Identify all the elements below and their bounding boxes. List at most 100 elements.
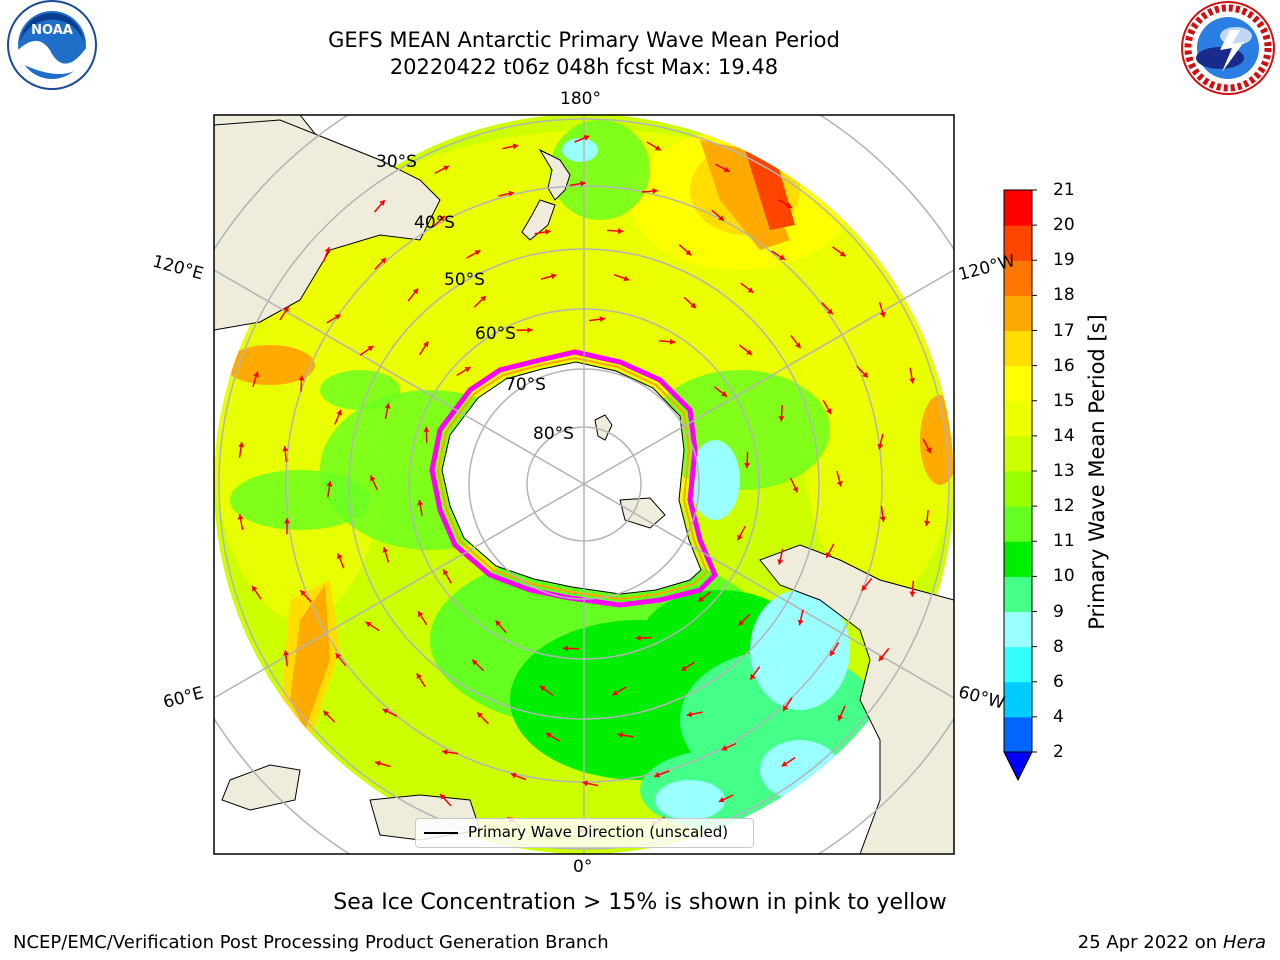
wave-arrow-head	[477, 712, 483, 718]
wave-arrow-head	[879, 311, 886, 318]
wave-arrow-head	[795, 342, 801, 349]
footer-branch: NCEP/EMC/Verification Post Processing Pr…	[13, 932, 609, 953]
wave-arrow-head	[718, 215, 724, 221]
footer-date: 25 Apr 2022 on Hera	[1078, 932, 1266, 953]
wave-arrow-head	[777, 559, 784, 565]
wave-arrow-head	[617, 732, 623, 739]
wave-arrow-head	[384, 403, 391, 409]
wave-arrow-head	[786, 202, 792, 208]
colorbar-segment	[1004, 330, 1032, 367]
colorbar-segment	[1004, 190, 1032, 226]
wave-arrow-head	[443, 569, 449, 576]
colorbar-segment	[1004, 225, 1032, 261]
colorbar-segment	[1004, 716, 1032, 753]
wave-arrow-head	[252, 585, 258, 592]
wave-arrow-head	[862, 371, 868, 378]
wave-arrow-head	[580, 180, 586, 187]
lat-label-40s: 40°S	[414, 213, 455, 233]
wave-arrow-head	[323, 710, 329, 717]
lat-label-80s: 80°S	[533, 424, 574, 444]
wave-arrow-head	[878, 655, 885, 661]
colorbar-tick-label: 21	[1053, 180, 1075, 200]
wave-arrow-head	[669, 338, 676, 345]
wave-arrow-head	[416, 673, 422, 680]
wave-arrow-head	[442, 749, 448, 755]
wave-arrow-head	[335, 653, 342, 659]
wave-arrow-head	[443, 165, 449, 171]
wave-arrow-head	[792, 486, 798, 493]
colorbar-segment	[1004, 365, 1032, 402]
wave-arrow-head	[686, 711, 693, 718]
colorbar-segment	[1004, 541, 1032, 577]
wave-arrow-head	[418, 611, 424, 618]
wave-arrow-head	[690, 302, 696, 309]
wave-arrow-head	[797, 619, 804, 626]
wave-arrow-head	[237, 514, 244, 520]
wave-arrow-head	[623, 275, 630, 282]
wave-arrow-head	[298, 375, 305, 381]
wave-arrow-head	[423, 341, 429, 348]
wave-arrow-head	[582, 780, 588, 787]
wave-arrow-head	[527, 327, 533, 334]
colorbar-segment	[1004, 611, 1032, 648]
wave-arrow-head	[379, 200, 385, 206]
wave-arrow-head	[238, 442, 245, 448]
wave-arrow-head	[480, 296, 486, 302]
lat-label-30s: 30°S	[376, 152, 417, 172]
lon-label-180: 180°	[560, 89, 601, 109]
chart-subtitle: 20220422 t06z 048h fcst Max: 19.48	[389, 55, 779, 79]
chart-title: GEFS MEAN Antarctic Primary Wave Mean Pe…	[328, 28, 840, 52]
wave-arrow-head	[826, 408, 832, 415]
wave-arrow-head	[367, 346, 374, 352]
colorbar-tick-label: 9	[1053, 601, 1064, 622]
wave-arrow-head	[783, 705, 789, 711]
wave-arrow-head	[723, 166, 730, 173]
colorbar-title: Primary Wave Mean Period [s]	[1085, 314, 1109, 630]
colorbar-segment	[1004, 506, 1032, 542]
wave-arrow-head	[830, 650, 836, 656]
nws-logo	[1181, 1, 1275, 95]
wave-direction-arrows	[237, 135, 932, 833]
wave-arrow-head	[836, 480, 843, 487]
colorbar-extend-triangle	[1003, 751, 1033, 782]
legend-label: Primary Wave Direction (unscaled)	[468, 823, 729, 841]
lon-label-0: 0°	[573, 857, 593, 877]
wave-arrow-head	[336, 553, 343, 560]
wave-arrow-head	[744, 463, 751, 469]
wave-arrow-head	[583, 135, 590, 141]
footer-date-text: 25 Apr 2022 on	[1077, 932, 1218, 953]
wave-arrow-head	[508, 190, 514, 197]
wave-arrow-head	[617, 228, 624, 235]
colorbar-segment	[1004, 681, 1032, 718]
wave-arrow-head	[779, 254, 785, 260]
wave-arrow-head	[282, 446, 289, 452]
wave-arrow-head	[599, 316, 605, 323]
wave-arrow-head	[417, 500, 424, 506]
colorbar-tick-label: 13	[1053, 461, 1075, 481]
wave-arrow-head	[539, 685, 546, 692]
colorbar-segment	[1004, 576, 1032, 612]
lat-label-50s: 50°S	[444, 270, 485, 290]
colorbar-segment	[1004, 435, 1032, 472]
wave-arrow-head	[909, 377, 915, 384]
wave-arrow-head	[412, 288, 419, 295]
wave-arrow-head	[365, 621, 372, 628]
noaa-logo-text: NOAA	[31, 23, 73, 38]
wave-arrow-head	[283, 306, 289, 313]
colorbar-tick-label: 2	[1053, 742, 1064, 762]
colorbar-tick-label: 18	[1053, 285, 1075, 306]
colorbar-tick-label: 11	[1053, 531, 1075, 552]
colorbar-segment	[1004, 646, 1032, 683]
lat-label-60s: 60°S	[475, 324, 516, 344]
wave-arrow-head	[879, 516, 886, 522]
colorbar-tick-label: 17	[1053, 320, 1075, 341]
footer-machine: Hera	[1222, 932, 1266, 953]
wave-arrow-head	[282, 650, 289, 656]
noaa-logo: NOAA	[7, 0, 97, 90]
antarctica	[429, 349, 718, 608]
wave-arrow-head	[324, 247, 331, 253]
wave-arrow-head	[837, 714, 844, 721]
map-border	[213, 114, 955, 855]
wave-arrow-head	[721, 745, 728, 751]
